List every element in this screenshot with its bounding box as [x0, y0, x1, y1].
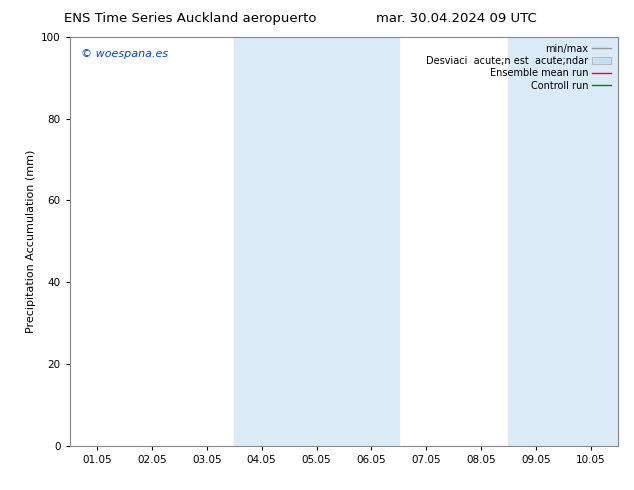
Text: mar. 30.04.2024 09 UTC: mar. 30.04.2024 09 UTC — [376, 12, 537, 25]
Bar — [508, 37, 618, 446]
Text: © woespana.es: © woespana.es — [81, 49, 168, 59]
Legend: min/max, Desviaci  acute;n est  acute;ndar, Ensemble mean run, Controll run: min/max, Desviaci acute;n est acute;ndar… — [424, 42, 613, 93]
Bar — [234, 37, 399, 446]
Y-axis label: Precipitation Accumulation (mm): Precipitation Accumulation (mm) — [25, 149, 36, 333]
Text: ENS Time Series Auckland aeropuerto: ENS Time Series Auckland aeropuerto — [64, 12, 316, 25]
